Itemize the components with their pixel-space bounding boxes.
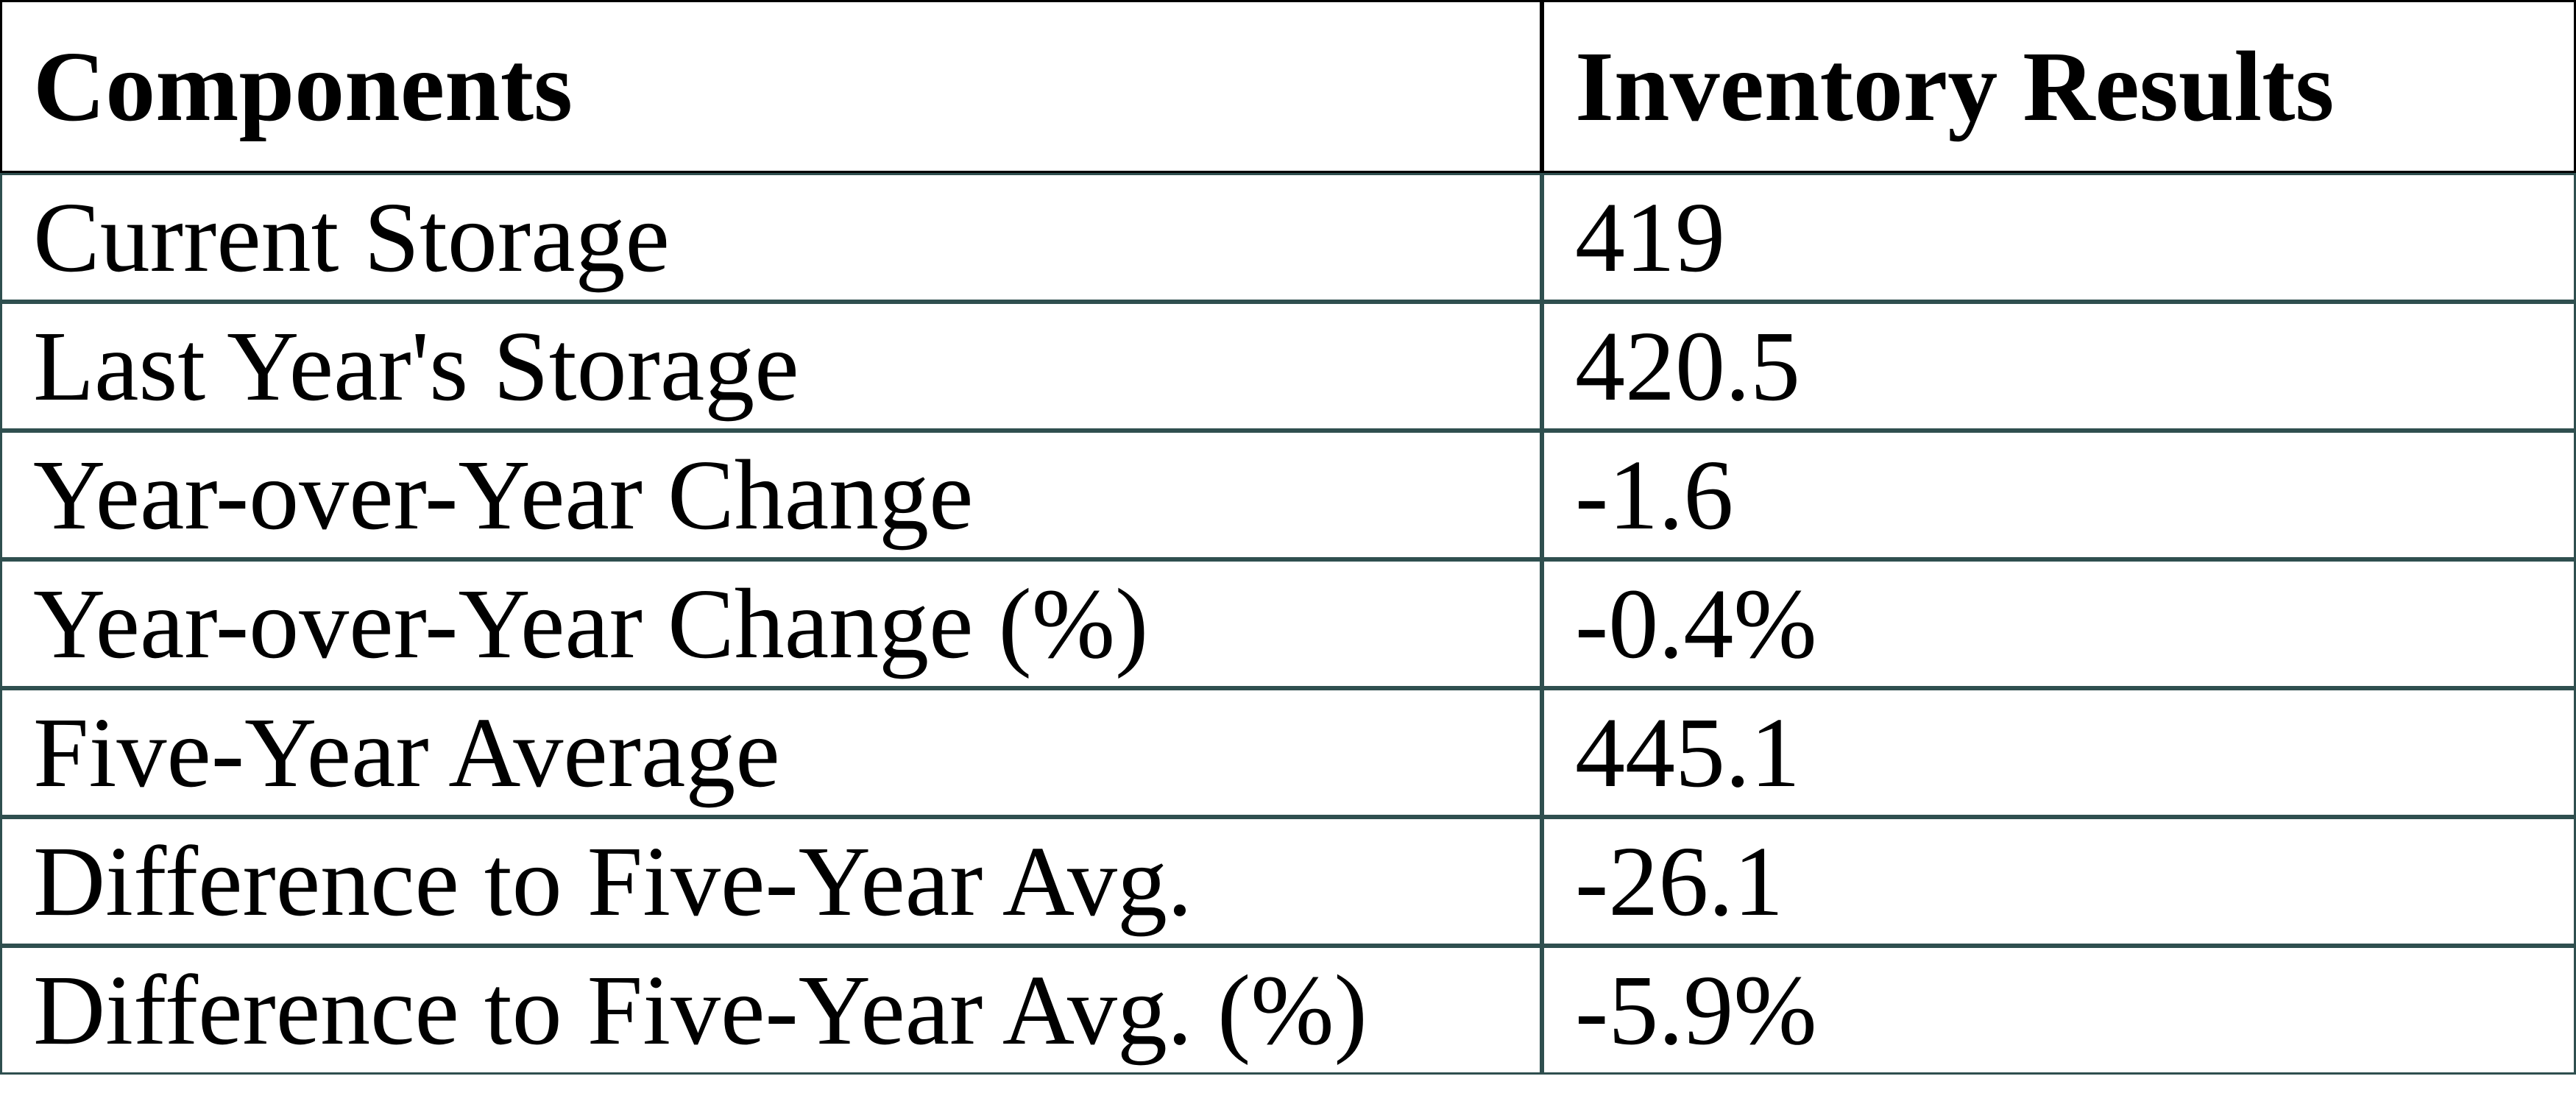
table-row: Difference to Five-Year Avg. (%) -5.9% [0, 946, 2576, 1075]
table-row: Current Storage 419 [0, 173, 2576, 302]
table-row: Five-Year Average 445.1 [0, 688, 2576, 817]
value-cell: 419 [1542, 173, 2576, 302]
component-cell: Current Storage [0, 173, 1542, 302]
component-cell: Year-over-Year Change (%) [0, 559, 1542, 688]
value-cell: -5.9% [1542, 946, 2576, 1075]
value-cell: -0.4% [1542, 559, 2576, 688]
value-cell: -26.1 [1542, 817, 2576, 946]
value-cell: -1.6 [1542, 431, 2576, 559]
component-cell: Five-Year Average [0, 688, 1542, 817]
value-cell: 445.1 [1542, 688, 2576, 817]
inventory-table: Components Inventory Results Current Sto… [0, 0, 2576, 1075]
column-header-inventory-results: Inventory Results [1542, 0, 2576, 173]
column-header-components: Components [0, 0, 1542, 173]
component-cell: Year-over-Year Change [0, 431, 1542, 559]
component-cell: Difference to Five-Year Avg. (%) [0, 946, 1542, 1075]
table-row: Year-over-Year Change -1.6 [0, 431, 2576, 559]
table-row: Last Year's Storage 420.5 [0, 302, 2576, 431]
component-cell: Difference to Five-Year Avg. [0, 817, 1542, 946]
value-cell: 420.5 [1542, 302, 2576, 431]
table-header-row: Components Inventory Results [0, 0, 2576, 173]
table-row: Year-over-Year Change (%) -0.4% [0, 559, 2576, 688]
table-row: Difference to Five-Year Avg. -26.1 [0, 817, 2576, 946]
component-cell: Last Year's Storage [0, 302, 1542, 431]
